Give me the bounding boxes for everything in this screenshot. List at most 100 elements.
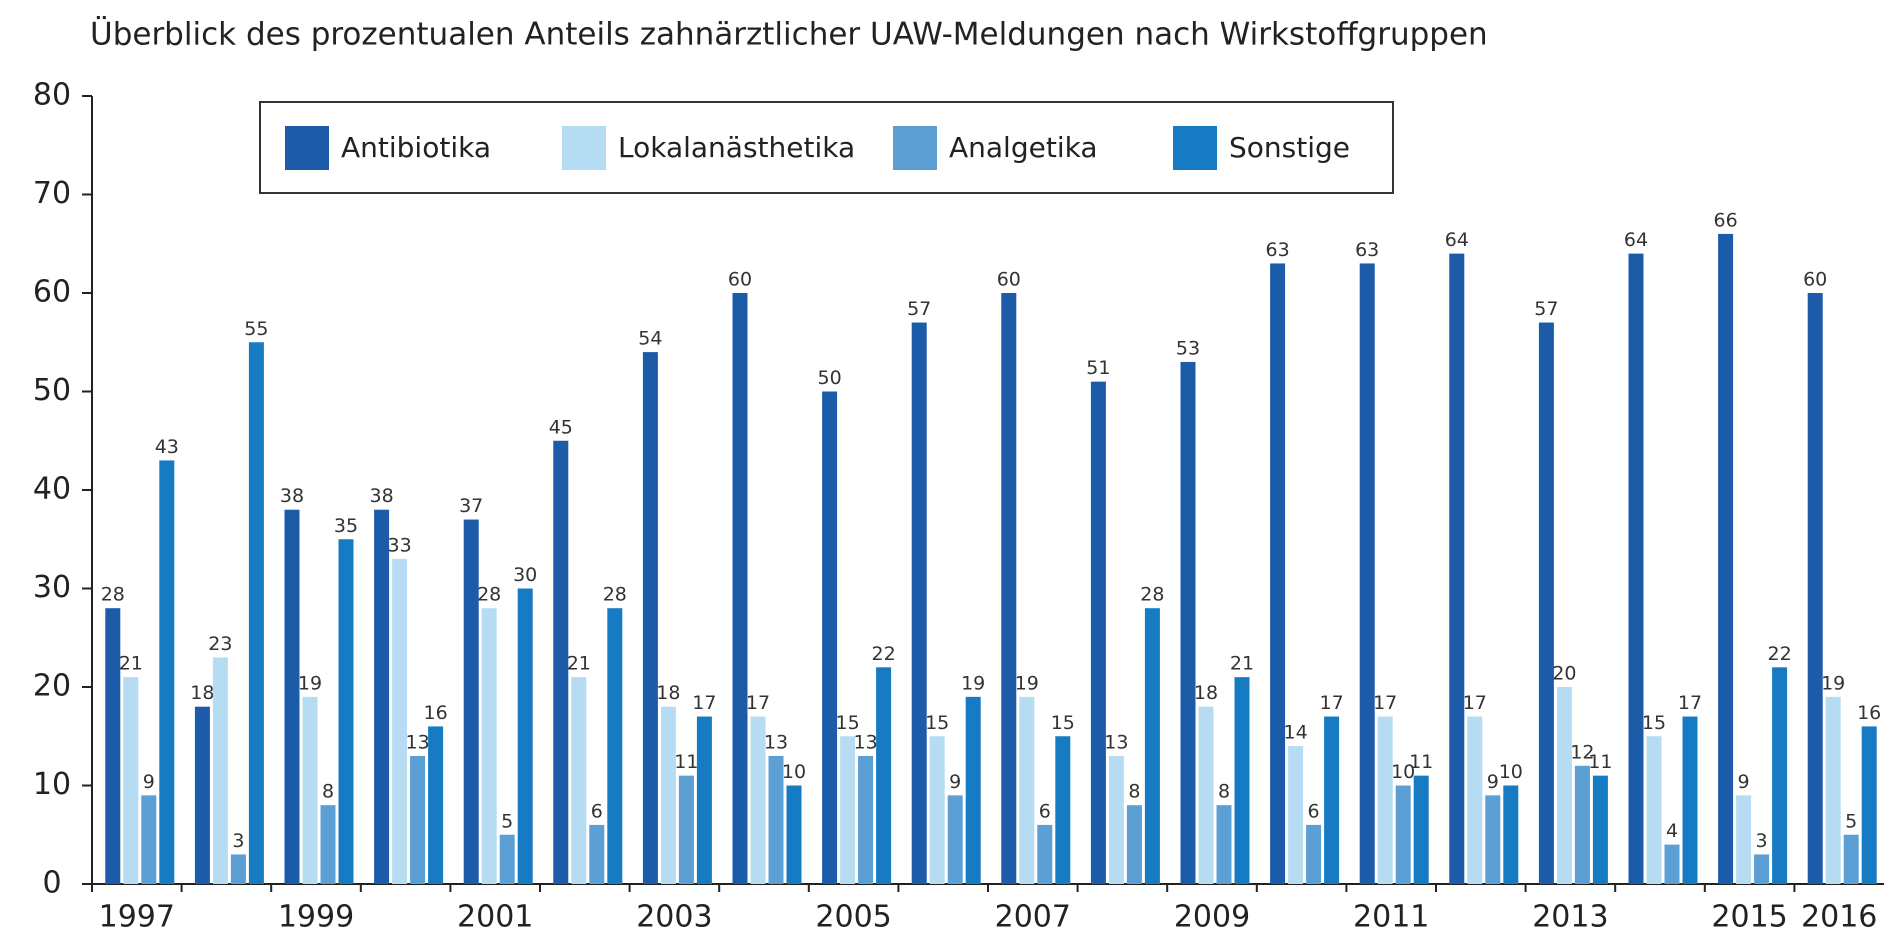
bar [1198,706,1214,884]
value-label: 28 [101,584,125,606]
bar [786,785,802,884]
bar [1503,785,1519,884]
value-label: 21 [119,653,143,675]
bar [1413,775,1429,884]
bar [1646,736,1662,884]
bar [320,805,336,884]
value-label: 17 [1320,692,1344,714]
bar [822,391,838,884]
bar [481,608,497,884]
chart-title: Überblick des prozentualen Anteils zahnä… [90,16,1488,53]
value-label: 23 [208,633,232,655]
value-label: 38 [280,485,304,507]
bar [947,795,963,884]
value-label: 21 [567,653,591,675]
legend-swatch [562,126,606,170]
legend-label: Antibiotika [341,131,491,164]
bar [589,824,605,884]
bar [428,726,444,884]
value-label: 10 [1391,761,1415,783]
y-tick-label: 70 [33,176,71,211]
value-label: 17 [1373,692,1397,714]
bar [1449,253,1465,885]
x-tick-label: 1997 [99,900,175,935]
value-label: 8 [1218,781,1230,803]
value-label: 16 [424,702,448,724]
value-label: 45 [549,416,573,438]
value-label: 19 [298,672,322,694]
value-label: 4 [1666,820,1678,842]
bar [1090,381,1106,884]
y-tick-label: 10 [33,767,71,802]
value-label: 8 [1128,781,1140,803]
bar [1736,795,1752,884]
bar [1359,263,1375,884]
value-label: 21 [1230,653,1254,675]
value-label: 13 [406,731,430,753]
bar [911,322,927,884]
bar [929,736,945,884]
x-tick-label: 2005 [815,900,891,935]
bar [1019,696,1035,884]
value-label: 53 [1176,337,1200,359]
bar [1825,696,1841,884]
x-tick-label: 2016 [1801,900,1877,935]
value-label: 57 [1534,298,1558,320]
bar [1574,765,1590,884]
value-label: 16 [1857,702,1881,724]
value-label: 3 [1756,830,1768,852]
value-label: 17 [1678,692,1702,714]
value-label: 11 [1588,751,1612,773]
bar [965,696,981,884]
value-label: 13 [1104,731,1128,753]
y-tick-label: 0 [42,866,61,901]
value-label: 22 [872,643,896,665]
bar [1216,805,1232,884]
value-label: 6 [1308,800,1320,822]
value-label: 30 [513,564,537,586]
value-label: 18 [1194,682,1218,704]
value-label: 57 [907,298,931,320]
bar [410,755,426,884]
bar [1664,844,1680,884]
bar [553,440,569,884]
bar [248,342,264,884]
value-label: 63 [1266,239,1290,261]
x-tick-label: 2003 [636,900,712,935]
value-label: 60 [997,269,1021,291]
x-tick-label: 2015 [1711,900,1787,935]
value-label: 18 [190,682,214,704]
value-label: 20 [1552,663,1576,685]
bar [876,667,892,884]
y-tick-label: 80 [33,78,71,113]
value-label: 64 [1624,229,1648,251]
x-tick-label: 2009 [1174,900,1250,935]
value-label: 22 [1768,643,1792,665]
bar [1843,834,1859,884]
bar [159,460,175,884]
x-tick-label: 2007 [995,900,1071,935]
value-label: 19 [1821,672,1845,694]
value-label: 37 [459,495,483,517]
legend-label: Analgetika [949,131,1097,164]
bar [1861,726,1877,884]
value-label: 28 [1140,584,1164,606]
value-label: 35 [334,515,358,537]
bar [338,539,354,884]
legend-swatch [1173,126,1217,170]
value-label: 6 [591,800,603,822]
value-label: 33 [388,534,412,556]
x-tick-label: 2001 [457,900,533,935]
bar [1001,293,1017,884]
value-label: 13 [764,731,788,753]
x-tick-label: 2011 [1353,900,1429,935]
value-label: 60 [728,269,752,291]
y-tick-label: 30 [33,570,71,605]
y-tick-label: 40 [33,472,71,507]
legend-swatch [893,126,937,170]
bar [750,716,766,884]
bar [1180,361,1196,884]
value-label: 17 [1463,692,1487,714]
bar [1055,736,1071,884]
